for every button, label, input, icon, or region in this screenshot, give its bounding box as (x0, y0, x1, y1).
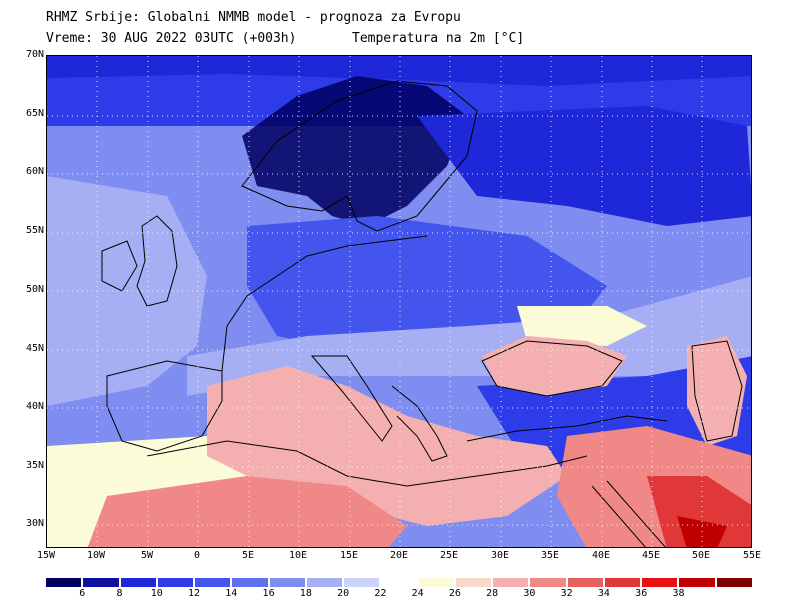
colorbar-tick-label: 18 (299, 588, 312, 599)
lon-label-20e: 20E (389, 550, 409, 561)
colorbar-swatch (418, 578, 454, 587)
colorbar-swatch (604, 578, 641, 587)
colorbar-swatch (269, 578, 305, 587)
anatolia-coast (466, 415, 668, 442)
colorbar-tick-label: 6 (79, 588, 86, 599)
colorbar-tick-label: 14 (225, 588, 238, 599)
lon-label-15e: 15E (339, 550, 359, 561)
lat-label-55n: 55N (25, 225, 44, 236)
lat-label-50n: 50N (25, 284, 44, 295)
ireland-coast (101, 240, 138, 292)
lon-label-15w: 15W (36, 550, 56, 561)
black-sea-neutral-zone (517, 306, 647, 346)
variable-name: Temperatura na 2m [°C] (352, 31, 525, 46)
temperature-map (46, 55, 752, 548)
colorbar-tick-label: 22 (374, 588, 387, 599)
colorbar-swatch (567, 578, 603, 587)
colorbar-swatch (120, 578, 156, 587)
colorbar-swatch (381, 578, 417, 587)
colorbar-swatch (679, 578, 715, 587)
colorbar-tick-label: 34 (597, 588, 610, 599)
map-title: RHMZ Srbije: Globalni NMMB model - progn… (46, 10, 461, 25)
colorbar-tick-label: 36 (635, 588, 648, 599)
lon-label-25e: 25E (439, 550, 459, 561)
colorbar-tick-label: 38 (672, 588, 685, 599)
colorbar-tick-label: 30 (523, 588, 536, 599)
colorbar-swatch (716, 578, 752, 587)
coastlines (101, 80, 743, 547)
black-sea-coast (481, 340, 623, 397)
scandinavia-coast (241, 80, 478, 232)
lat-label-30n: 30N (25, 518, 44, 529)
colorbar-swatch (455, 578, 492, 587)
colorbar-swatch (157, 578, 194, 587)
lat-label-35n: 35N (25, 460, 44, 471)
lon-label-35e: 35E (540, 550, 560, 561)
colorbar-tick-label: 16 (262, 588, 275, 599)
caspian-warm-zone (687, 336, 747, 446)
lat-label-45n: 45N (25, 343, 44, 354)
lon-label-5w: 5W (140, 550, 154, 561)
colorbar-tick-label: 32 (560, 588, 573, 599)
map-svg (47, 56, 751, 547)
colorbar-swatch (46, 578, 82, 587)
colorbar-swatch (642, 578, 678, 587)
lon-label-5e: 5E (241, 550, 255, 561)
balkans-coast (391, 385, 448, 462)
graticule (47, 56, 751, 547)
colorbar-tick-label: 24 (411, 588, 424, 599)
lat-label-60n: 60N (25, 166, 44, 177)
colorbar-swatch (530, 578, 566, 587)
europe-coast (221, 235, 428, 372)
colorbar-tick-label: 20 (337, 588, 350, 599)
forecast-time: Vreme: 30 AUG 2022 03UTC (+003h) (46, 31, 297, 46)
lon-label-55e: 55E (742, 550, 762, 561)
great-britain-coast (136, 215, 178, 307)
scandinavia-cold-zone (242, 76, 467, 226)
lat-label-65n: 65N (25, 108, 44, 119)
lon-label-10w: 10W (86, 550, 106, 561)
colorbar-tick-label: 28 (486, 588, 499, 599)
colorbar-swatch (195, 578, 231, 587)
black-sea-warm-zone (482, 336, 627, 396)
colorbar-swatch (83, 578, 119, 587)
colorbar-tick-label: 26 (448, 588, 461, 599)
iberia-coast (106, 360, 223, 452)
colorbar-swatch (344, 578, 380, 587)
colorbar-tick-label: 8 (116, 588, 123, 599)
lon-label-30e: 30E (490, 550, 510, 561)
lon-label-0: 0 (193, 550, 201, 561)
lon-label-50e: 50E (691, 550, 711, 561)
lat-label-70n: 70N (25, 49, 44, 60)
colorbar-tick-label: 10 (150, 588, 163, 599)
lat-label-40n: 40N (25, 401, 44, 412)
red-sea-coast (591, 480, 666, 547)
north-africa-coast (146, 440, 588, 487)
lon-label-45e: 45E (641, 550, 661, 561)
colorbar-swatch (232, 578, 268, 587)
caspian-coast (691, 340, 743, 442)
colorbar-swatch (306, 578, 343, 587)
arctic-cold-zone (47, 56, 751, 86)
central-europe-cold-zone (247, 216, 607, 356)
lon-label-10e: 10E (288, 550, 308, 561)
sahara-warm-zone (87, 476, 407, 547)
colorbar-tick-label: 12 (188, 588, 201, 599)
lon-label-40e: 40E (591, 550, 611, 561)
colorbar-swatch (493, 578, 529, 587)
